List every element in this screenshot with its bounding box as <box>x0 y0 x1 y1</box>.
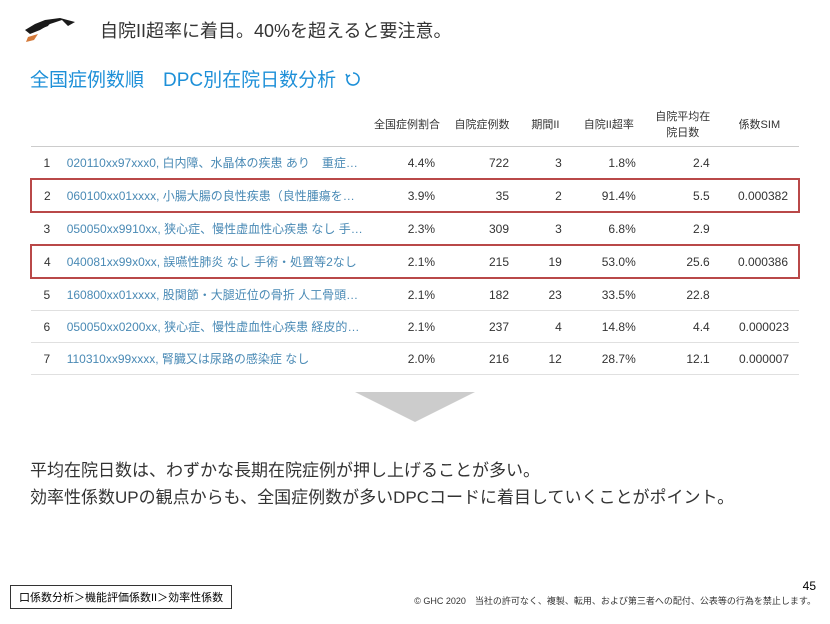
cell-name: 110310xx99xxxx, 腎臓又は尿路の感染症 なし <box>63 343 369 375</box>
refresh-icon[interactable] <box>344 70 362 88</box>
cell-index: 5 <box>31 278 63 311</box>
col-period2: 期間II <box>519 102 572 147</box>
cell-own-cases: 216 <box>445 343 519 375</box>
table-row: 4040081xx99x0xx, 誤嚥性肺炎 なし 手術・処置等2なし2.1%2… <box>31 245 799 278</box>
cell-own-cases: 237 <box>445 311 519 343</box>
cell-over-rate: 6.8% <box>572 212 646 245</box>
table-row: 1020110xx97xxx0, 白内障、水晶体の疾患 あり 重症度等片眼4.4… <box>31 147 799 180</box>
cell-over-rate: 1.8% <box>572 147 646 180</box>
table-row: 6050050xx0200xx, 狭心症、慢性虚血性心疾患 経皮的冠動脈形..2… <box>31 311 799 343</box>
cell-index: 3 <box>31 212 63 245</box>
cell-own-cases: 182 <box>445 278 519 311</box>
cell-name: 040081xx99x0xx, 誤嚥性肺炎 なし 手術・処置等2なし <box>63 245 369 278</box>
cell-avg-days: 5.5 <box>646 179 720 212</box>
subtitle-text: 全国症例数順 DPC別在院日数分析 <box>30 65 336 92</box>
cell-period2: 2 <box>519 179 572 212</box>
cell-own-cases: 722 <box>445 147 519 180</box>
cell-index: 4 <box>31 245 63 278</box>
cell-name: 050050xx0200xx, 狭心症、慢性虚血性心疾患 経皮的冠動脈形.. <box>63 311 369 343</box>
cell-index: 7 <box>31 343 63 375</box>
cell-period2: 3 <box>519 147 572 180</box>
logo-icon <box>20 12 80 47</box>
cell-sim: 0.000023 <box>720 311 799 343</box>
cell-sim: 0.000382 <box>720 179 799 212</box>
cell-national-ratio: 2.1% <box>369 311 445 343</box>
cell-period2: 4 <box>519 311 572 343</box>
cell-avg-days: 25.6 <box>646 245 720 278</box>
col-own-cases: 自院症例数 <box>445 102 519 147</box>
table-row: 3050050xx9910xx, 狭心症、慢性虚血性心疾患 なし 手術・処置..… <box>31 212 799 245</box>
summary-line-2: 効率性係数UPの観点からも、全国症例数が多いDPCコードに着目していくことがポイ… <box>30 484 800 511</box>
col-national-ratio: 全国症例割合 <box>369 102 445 147</box>
cell-national-ratio: 2.3% <box>369 212 445 245</box>
page-number: 45 <box>803 579 816 593</box>
cell-avg-days: 4.4 <box>646 311 720 343</box>
cell-index: 6 <box>31 311 63 343</box>
cell-period2: 19 <box>519 245 572 278</box>
col-over-rate: 自院II超率 <box>572 102 646 147</box>
cell-national-ratio: 2.1% <box>369 245 445 278</box>
cell-own-cases: 215 <box>445 245 519 278</box>
cell-avg-days: 12.1 <box>646 343 720 375</box>
cell-over-rate: 28.7% <box>572 343 646 375</box>
col-sim: 係数SIM <box>720 102 799 147</box>
cell-own-cases: 309 <box>445 212 519 245</box>
cell-name: 050050xx9910xx, 狭心症、慢性虚血性心疾患 なし 手術・処置.. <box>63 212 369 245</box>
cell-name: 020110xx97xxx0, 白内障、水晶体の疾患 あり 重症度等片眼 <box>63 147 369 180</box>
col-name <box>63 102 369 147</box>
cell-name: 060100xx01xxxx, 小腸大腸の良性疾患（良性腫瘍を含む。）.. <box>63 179 369 212</box>
cell-sim: 0.000007 <box>720 343 799 375</box>
cell-sim: 0.000386 <box>720 245 799 278</box>
copyright: © GHC 2020 当社の許可なく、複製、転用、および第三者への配付、公表等の… <box>414 594 816 607</box>
cell-sim <box>720 147 799 180</box>
cell-sim <box>720 278 799 311</box>
col-index <box>31 102 63 147</box>
cell-index: 1 <box>31 147 63 180</box>
cell-national-ratio: 4.4% <box>369 147 445 180</box>
section-subtitle: 全国症例数順 DPC別在院日数分析 <box>0 55 830 102</box>
cell-index: 2 <box>31 179 63 212</box>
breadcrumb: 口係数分析＞機能評価係数II＞効率性係数 <box>10 585 232 609</box>
table-row: 5160800xx01xxxx, 股関節・大腿近位の骨折 人工骨頭挿入術 ..2… <box>31 278 799 311</box>
arrow-down-icon <box>0 387 830 427</box>
cell-national-ratio: 2.1% <box>369 278 445 311</box>
cell-over-rate: 91.4% <box>572 179 646 212</box>
cell-avg-days: 2.9 <box>646 212 720 245</box>
cell-name: 160800xx01xxxx, 股関節・大腿近位の骨折 人工骨頭挿入術 .. <box>63 278 369 311</box>
cell-over-rate: 53.0% <box>572 245 646 278</box>
summary-text: 平均在院日数は、わずかな長期在院症例が押し上げることが多い。 効率性係数UPの観… <box>0 427 830 521</box>
table-row: 7110310xx99xxxx, 腎臓又は尿路の感染症 なし2.0%216122… <box>31 343 799 375</box>
cell-over-rate: 14.8% <box>572 311 646 343</box>
summary-line-1: 平均在院日数は、わずかな長期在院症例が押し上げることが多い。 <box>30 457 800 484</box>
table-row: 2060100xx01xxxx, 小腸大腸の良性疾患（良性腫瘍を含む。）..3.… <box>31 179 799 212</box>
cell-national-ratio: 2.0% <box>369 343 445 375</box>
dpc-table: 全国症例割合 自院症例数 期間II 自院II超率 自院平均在院日数 係数SIM … <box>30 102 800 375</box>
cell-avg-days: 2.4 <box>646 147 720 180</box>
page-title: 自院II超率に着目。40%を超えると要注意。 <box>100 17 452 43</box>
cell-own-cases: 35 <box>445 179 519 212</box>
col-avg-days: 自院平均在院日数 <box>646 102 720 147</box>
cell-avg-days: 22.8 <box>646 278 720 311</box>
cell-sim <box>720 212 799 245</box>
cell-period2: 12 <box>519 343 572 375</box>
cell-over-rate: 33.5% <box>572 278 646 311</box>
cell-period2: 23 <box>519 278 572 311</box>
cell-period2: 3 <box>519 212 572 245</box>
cell-national-ratio: 3.9% <box>369 179 445 212</box>
